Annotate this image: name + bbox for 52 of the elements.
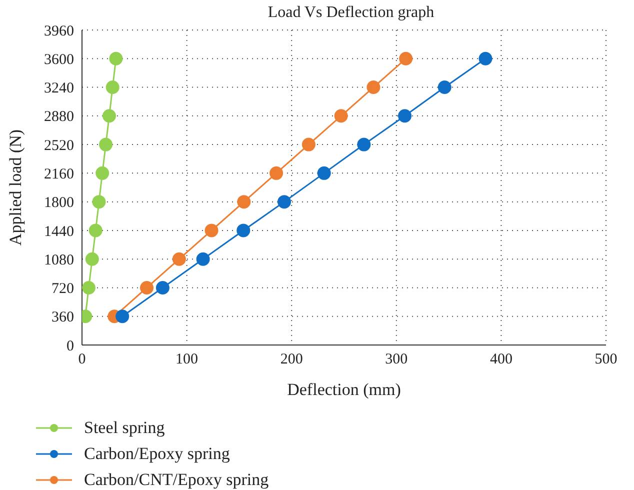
- point: [237, 195, 251, 209]
- y-tick-label: 2520: [44, 138, 74, 154]
- legend-label: Steel spring: [84, 417, 165, 439]
- y-tick-label: 3960: [44, 23, 74, 40]
- point: [278, 195, 292, 209]
- x-tick-label: 100: [176, 352, 198, 368]
- point: [204, 224, 218, 238]
- point: [398, 109, 412, 123]
- point: [366, 80, 380, 94]
- point: [88, 224, 102, 238]
- point: [116, 310, 130, 324]
- point: [196, 252, 210, 266]
- point: [172, 252, 186, 266]
- y-tick-label: 2160: [44, 166, 74, 183]
- y-tick-label: 2880: [44, 109, 74, 126]
- point: [438, 80, 452, 94]
- point: [99, 138, 113, 152]
- y-tick-label: 1800: [44, 195, 74, 212]
- point: [92, 195, 106, 209]
- point: [302, 138, 316, 152]
- chart-title: Load Vs Deflection graph: [266, 4, 436, 22]
- point: [140, 280, 154, 294]
- point: [357, 138, 371, 152]
- y-tick-label: 720: [52, 281, 74, 298]
- x-tick-label: 200: [280, 352, 303, 368]
- point: [270, 166, 284, 180]
- x-tick-label: 0: [78, 352, 86, 368]
- y-tick-label: 3240: [44, 80, 74, 97]
- y-tick-label: 3600: [44, 52, 74, 68]
- point: [334, 109, 348, 123]
- y-axis-title: Applied load (N): [6, 129, 26, 246]
- x-tick-label: 300: [385, 352, 408, 368]
- point: [96, 166, 110, 180]
- point: [156, 280, 170, 294]
- point: [236, 224, 250, 238]
- legend-label: Carbon/Epoxy spring: [84, 443, 230, 465]
- x-axis-title: Deflection (mm): [287, 380, 401, 399]
- point: [106, 80, 120, 94]
- point: [82, 280, 96, 294]
- point: [85, 252, 99, 266]
- x-tick-label: 400: [490, 352, 512, 368]
- point: [102, 109, 116, 123]
- y-tick-label: 1080: [44, 252, 74, 268]
- x-tick-label: 500: [594, 352, 618, 368]
- point: [109, 52, 123, 66]
- point: [399, 52, 413, 66]
- legend-label: Carbon/CNT/Epoxy spring: [84, 469, 269, 490]
- point: [317, 166, 331, 180]
- y-tick-label: 1440: [44, 224, 74, 240]
- y-tick-label: 360: [52, 310, 74, 326]
- point: [478, 52, 492, 66]
- y-tick-label: 0: [66, 338, 74, 354]
